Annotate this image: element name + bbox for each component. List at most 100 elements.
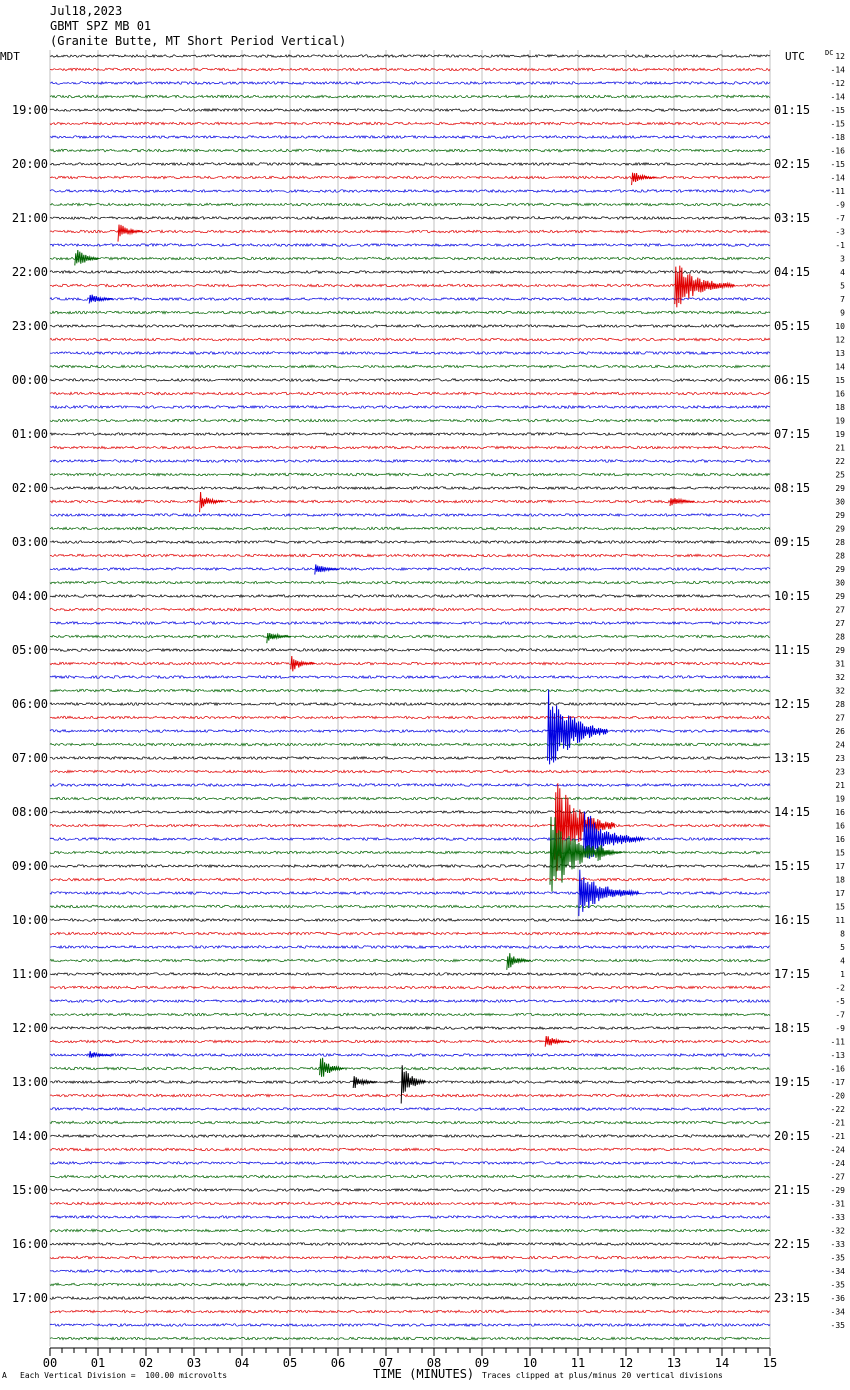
- left-hour-label: 10:00: [12, 913, 48, 927]
- dc-offset-value: -35: [831, 1281, 846, 1290]
- right-hour-label: 09:15: [774, 535, 810, 549]
- dc-offset-value: 27: [835, 606, 845, 615]
- dc-offset-value: 12: [835, 336, 845, 345]
- dc-offset-value: 9: [840, 309, 845, 318]
- dc-offset-value: -31: [831, 1200, 846, 1209]
- left-hour-label: 12:00: [12, 1021, 48, 1035]
- trace-row: [49, 674, 771, 680]
- right-hour-label: 15:15: [774, 859, 810, 873]
- trace-row: [49, 958, 771, 963]
- dc-offset-value: -16: [831, 147, 846, 156]
- trace-row: [49, 863, 771, 869]
- left-hour-label: 07:00: [12, 751, 48, 765]
- trace-row: [49, 418, 771, 423]
- x-tick-label: 13: [667, 1356, 681, 1370]
- dc-offset-value: 32: [835, 673, 845, 682]
- footer-mark: A: [2, 1371, 7, 1380]
- trace-row: [49, 1133, 771, 1139]
- left-hour-label: 01:00: [12, 427, 48, 441]
- right-hour-label: 03:15: [774, 211, 810, 225]
- dc-offset-value: -36: [831, 1294, 846, 1303]
- dc-offset-value: -33: [831, 1240, 846, 1249]
- trace-row: [49, 1214, 771, 1220]
- trace-row: [49, 769, 771, 774]
- trace-row: [49, 566, 771, 572]
- dc-offset-value: 21: [835, 444, 845, 453]
- dc-offset-value: 8: [840, 930, 845, 939]
- right-hour-label: 01:15: [774, 103, 810, 117]
- trace-row: [49, 121, 771, 126]
- dc-offset-value: -3: [835, 228, 845, 237]
- trace-row: [49, 985, 771, 990]
- dc-offset-value: 29: [835, 525, 845, 534]
- trace-row: [49, 809, 771, 815]
- left-hour-labels: 19:00 20:00 21:00 22:00 23:00 00:00 01:00 02:00…: [12, 103, 48, 1305]
- left-hour-label: 16:00: [12, 1237, 48, 1251]
- left-hour-label: 06:00: [12, 697, 48, 711]
- trace-row: [50, 67, 771, 72]
- dc-offset-value: 5: [840, 282, 845, 291]
- dc-offset-value: 28: [835, 700, 845, 709]
- dc-offset-value: 3: [840, 255, 845, 264]
- dc-offset-value: 19: [835, 795, 845, 804]
- dc-offset-value: -18: [831, 133, 846, 142]
- dc-offset-value: -11: [831, 1038, 846, 1047]
- x-axis-title: TIME (MINUTES): [373, 1367, 475, 1381]
- dc-offset-value: -27: [831, 1173, 846, 1182]
- trace-row: [49, 944, 771, 950]
- dc-offset-value: -2: [835, 984, 845, 993]
- right-hour-label: 13:15: [774, 751, 810, 765]
- dc-offset-value: 30: [835, 579, 845, 588]
- right-hour-label: 18:15: [774, 1021, 810, 1035]
- event-burst: [544, 1036, 570, 1047]
- event-burst: [117, 224, 143, 242]
- trace-row: [49, 1120, 771, 1125]
- dc-offset-value: -24: [831, 1146, 846, 1155]
- trace-row: [49, 404, 771, 410]
- trace-row: [49, 310, 771, 315]
- x-tick-label: 01: [91, 1356, 105, 1370]
- event-burst: [547, 689, 609, 765]
- left-hour-label: 02:00: [12, 481, 48, 495]
- dc-offset-value: -1: [835, 241, 845, 250]
- left-hour-label: 22:00: [12, 265, 48, 279]
- right-hour-label: 11:15: [774, 643, 810, 657]
- dc-offset-value: 12: [835, 52, 845, 61]
- trace-row: [49, 431, 771, 437]
- x-tick-label: 11: [571, 1356, 585, 1370]
- trace-row: [49, 620, 771, 626]
- dc-offset-values: 12-14-12-14-15-15-18-16-15-14-11-9-7-3-1…: [831, 52, 846, 1330]
- dc-offset-value: 15: [835, 903, 845, 912]
- dc-offset-value: 18: [835, 876, 845, 885]
- dc-offset-value: -21: [831, 1132, 846, 1141]
- trace-row: [49, 80, 771, 86]
- footer-scale-note: Each Vertical Division = 100.00 microvol…: [20, 1371, 228, 1380]
- trace-row: [49, 904, 771, 909]
- right-hour-label: 07:15: [774, 427, 810, 441]
- trace-row: [49, 1093, 771, 1098]
- footer-clip-note: Traces clipped at plus/minus 20 vertical…: [482, 1371, 723, 1380]
- dc-offset-value: -21: [831, 1119, 846, 1128]
- header-location: (Granite Butte, MT Short Period Vertical…: [50, 34, 347, 48]
- left-hour-label: 04:00: [12, 589, 48, 603]
- dc-offset-value: 1: [840, 970, 845, 979]
- dc-offset-value: -35: [831, 1254, 846, 1263]
- trace-row: [49, 539, 771, 545]
- left-hour-label: 21:00: [12, 211, 48, 225]
- x-tick-label: 14: [715, 1356, 729, 1370]
- dc-offset-value: 18: [835, 403, 845, 412]
- trace-row: [49, 350, 771, 356]
- trace-row: [49, 850, 771, 855]
- dc-offset-value: 31: [835, 660, 845, 669]
- left-hour-label: 15:00: [12, 1183, 48, 1197]
- x-tick-label: 09: [475, 1356, 489, 1370]
- trace-row: [49, 229, 771, 234]
- event-burst: [74, 250, 100, 266]
- trace-row: [49, 877, 771, 882]
- trace-row: [49, 1025, 771, 1031]
- trace-row: [49, 782, 771, 788]
- x-tick-label: 02: [139, 1356, 153, 1370]
- event-burst: [319, 1057, 344, 1077]
- dc-offset-value: 21: [835, 781, 845, 790]
- trace-row: [49, 1255, 771, 1260]
